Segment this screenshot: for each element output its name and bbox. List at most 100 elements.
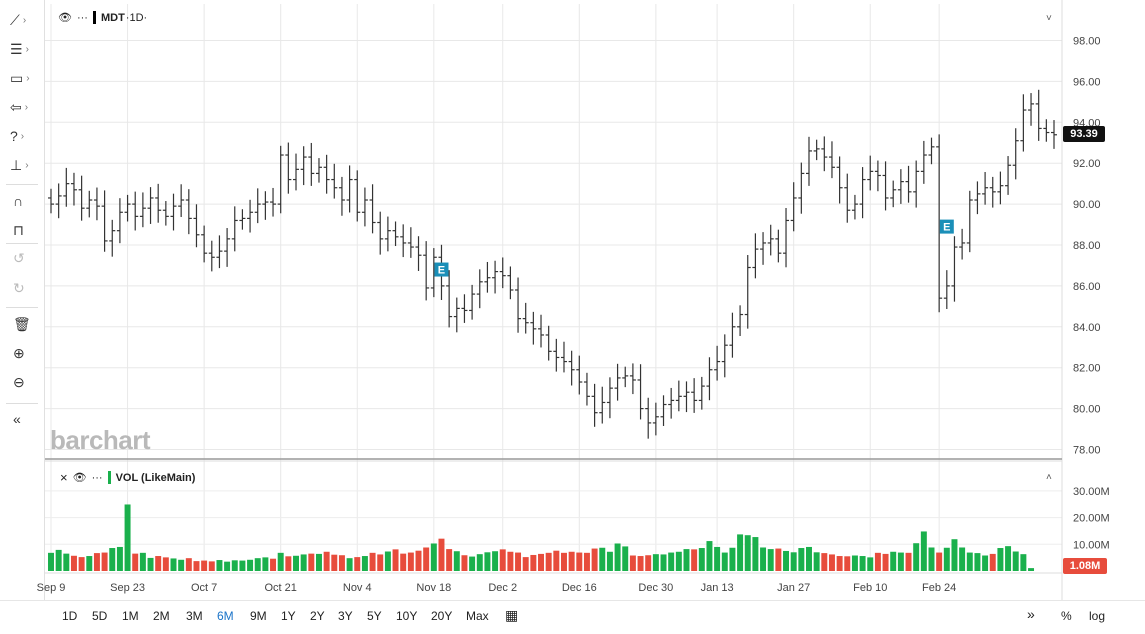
volume-bar [706, 541, 713, 571]
volume-bar [208, 561, 215, 571]
expand-menu-icon[interactable]: » [1027, 606, 1035, 622]
volume-bar [813, 552, 820, 571]
undo-icon[interactable]: ↺ [13, 249, 25, 266]
volume-bar [484, 552, 491, 571]
lock-icon[interactable]: ⊓ [13, 221, 24, 238]
legend-options-icon[interactable]: ··· [76, 11, 88, 24]
period-button-3m[interactable]: 3M [186, 609, 203, 623]
arrow-tool[interactable]: ⇦ › [10, 96, 38, 118]
measure-tool[interactable]: ⊥ › [10, 154, 38, 176]
volume-bar [308, 553, 315, 571]
volume-bar [415, 550, 422, 571]
legend-interval: ·1D· [125, 11, 148, 24]
legend-options-icon[interactable]: ··· [91, 471, 103, 484]
volume-bar [101, 552, 108, 571]
chevron-right-icon: › [25, 43, 29, 55]
volume-bar [277, 552, 284, 571]
volume-bar [982, 555, 989, 571]
volume-bar [392, 549, 399, 571]
fib-tool[interactable]: ☰ › [10, 38, 38, 60]
collapse-toolbar-icon[interactable]: « [13, 411, 21, 427]
volume-bar [430, 543, 437, 571]
volume-bar [453, 551, 460, 571]
period-button-3y[interactable]: 3Y [338, 609, 353, 623]
volume-bar [553, 550, 560, 571]
close-icon[interactable]: × [60, 470, 68, 485]
help-tool[interactable]: ? › [10, 125, 38, 147]
volume-bar [668, 552, 675, 571]
volume-bar [614, 543, 621, 571]
price-tick-label: 86.00 [1073, 281, 1101, 293]
magnet-icon[interactable]: ∩ [13, 193, 24, 209]
volume-bar [683, 549, 690, 571]
earnings-marker [939, 219, 954, 234]
price-chart[interactable]: 98.0096.0094.0092.0090.0088.0086.0084.00… [0, 0, 1145, 600]
last-price-badge: 93.39 [1063, 126, 1105, 142]
volume-bar [346, 558, 353, 571]
volume-bar [798, 548, 805, 571]
period-button-6m[interactable]: 6M [217, 609, 234, 623]
period-button-1d[interactable]: 1D [62, 609, 78, 623]
volume-bar [645, 555, 652, 571]
time-tick-label: Jan 13 [701, 582, 734, 594]
log-toggle[interactable]: log [1089, 609, 1106, 623]
visibility-eye-icon[interactable]: 👁 [72, 472, 87, 484]
volume-bar [913, 543, 920, 571]
period-button-20y[interactable]: 20Y [431, 609, 453, 623]
volume-bar [384, 551, 391, 571]
volume-bar [966, 552, 973, 571]
trash-icon[interactable]: 🗑 [13, 315, 31, 332]
trendline-tool[interactable]: ⟋ › [10, 9, 38, 31]
collapse-main-pane-icon[interactable]: ˅ [1046, 13, 1052, 24]
volume-bar [545, 552, 552, 571]
volume-bar [515, 552, 522, 571]
period-button-2y[interactable]: 2Y [310, 609, 325, 623]
collapse-volume-pane-icon[interactable]: ˄ [1046, 472, 1052, 483]
volume-bar [882, 553, 889, 571]
volume-bar [737, 534, 744, 571]
period-button-1y[interactable]: 1Y [281, 609, 296, 623]
time-tick-label: Sep 9 [37, 582, 66, 594]
price-tick-label: 90.00 [1073, 199, 1101, 211]
volume-bar [262, 557, 269, 571]
volume-bar [775, 548, 782, 571]
volume-bar [936, 552, 943, 571]
volume-bar [836, 556, 843, 571]
volume-bar [86, 556, 93, 571]
time-tick-label: Dec 2 [488, 582, 517, 594]
volume-bar [239, 560, 246, 571]
zoom-out-icon[interactable]: ⊖ [13, 373, 25, 390]
calendar-icon[interactable]: ▦ [505, 607, 519, 623]
toolbar-divider [6, 403, 38, 404]
volume-bar [407, 552, 414, 571]
volume-bar [116, 546, 123, 571]
period-button-1m[interactable]: 1M [122, 609, 139, 623]
time-tick-label: Feb 24 [922, 582, 956, 594]
period-button-5d[interactable]: 5D [92, 609, 108, 623]
toolbar-divider [6, 243, 38, 244]
volume-bar [1028, 568, 1035, 571]
period-button-5y[interactable]: 5Y [367, 609, 382, 623]
percent-toggle[interactable]: % [1061, 609, 1072, 623]
volume-bar [78, 557, 85, 571]
zoom-in-icon[interactable]: ⊕ [13, 344, 25, 361]
volume-bar [606, 551, 613, 571]
period-button-max[interactable]: Max [466, 609, 489, 623]
chevron-right-icon: › [20, 130, 25, 142]
shapes-tool[interactable]: ▭ › [10, 67, 38, 89]
toolbar-divider [6, 307, 38, 308]
volume-bar [637, 556, 644, 571]
volume-bar [270, 558, 277, 571]
visibility-eye-icon[interactable]: 👁 [58, 12, 72, 24]
time-tick-label: Nov 18 [416, 582, 451, 594]
volume-bar [622, 546, 629, 571]
period-button-9m[interactable]: 9M [250, 609, 267, 623]
volume-bar [476, 554, 483, 571]
bottom-toolbar: 1D 5D 1M 2M 3M 6M 9M 1Y 2Y 3Y 5Y 10Y 20Y Max ▦ » % lo… [0, 600, 1145, 634]
period-button-2m[interactable]: 2M [153, 609, 170, 623]
redo-icon[interactable]: ↻ [13, 279, 25, 296]
volume-bar [170, 558, 177, 571]
period-button-10y[interactable]: 10Y [396, 609, 418, 623]
volume-bar [469, 556, 476, 571]
volume-bar [400, 553, 407, 571]
